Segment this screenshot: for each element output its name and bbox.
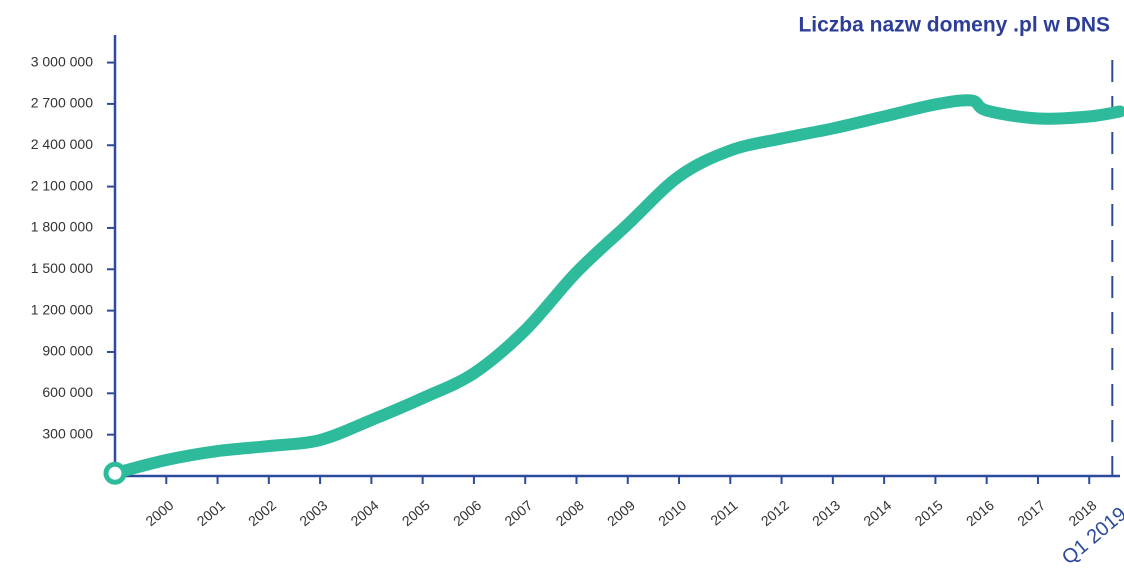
x-tick-label: 2014 bbox=[860, 497, 894, 529]
start-point bbox=[103, 461, 127, 485]
x-tick-label: 2000 bbox=[142, 497, 176, 529]
x-tick-label: 2005 bbox=[399, 497, 433, 529]
x-tick-label: 2015 bbox=[912, 497, 946, 529]
y-tick-label: 600 000 bbox=[42, 384, 93, 400]
x-tick-label: 2008 bbox=[553, 497, 587, 529]
y-tick-label: 2 700 000 bbox=[31, 95, 93, 111]
x-tick-label: 2009 bbox=[604, 497, 638, 529]
x-tick-label: 2011 bbox=[707, 497, 741, 529]
y-tick-label: 1 800 000 bbox=[31, 219, 93, 235]
x-tick-label: 2003 bbox=[296, 497, 330, 529]
y-tick-label: 1 200 000 bbox=[31, 301, 93, 317]
y-tick-label: 2 100 000 bbox=[31, 177, 93, 193]
x-tick-label: 2002 bbox=[245, 497, 279, 529]
y-tick-label: 900 000 bbox=[42, 343, 93, 359]
x-tick-label: 2012 bbox=[758, 497, 792, 529]
y-tick-label: 300 000 bbox=[42, 425, 93, 441]
x-tick-label: 2006 bbox=[450, 497, 484, 529]
x-tick-label: 2017 bbox=[1014, 497, 1048, 529]
x-tick-label: 2013 bbox=[809, 497, 843, 529]
y-tick-label: 1 500 000 bbox=[31, 260, 93, 276]
y-tick-label: 2 400 000 bbox=[31, 136, 93, 152]
x-tick-label: 2016 bbox=[963, 497, 997, 529]
x-tick-label: 2007 bbox=[501, 497, 535, 529]
chart-title: Liczba nazw domeny .pl w DNS bbox=[798, 14, 1110, 37]
data-line bbox=[109, 94, 1124, 480]
x-tick-label: 2004 bbox=[348, 497, 382, 529]
y-tick-label: 3 000 000 bbox=[31, 53, 93, 69]
x-tick-label: 2001 bbox=[194, 497, 228, 529]
x-tick-label: 2010 bbox=[655, 497, 689, 529]
